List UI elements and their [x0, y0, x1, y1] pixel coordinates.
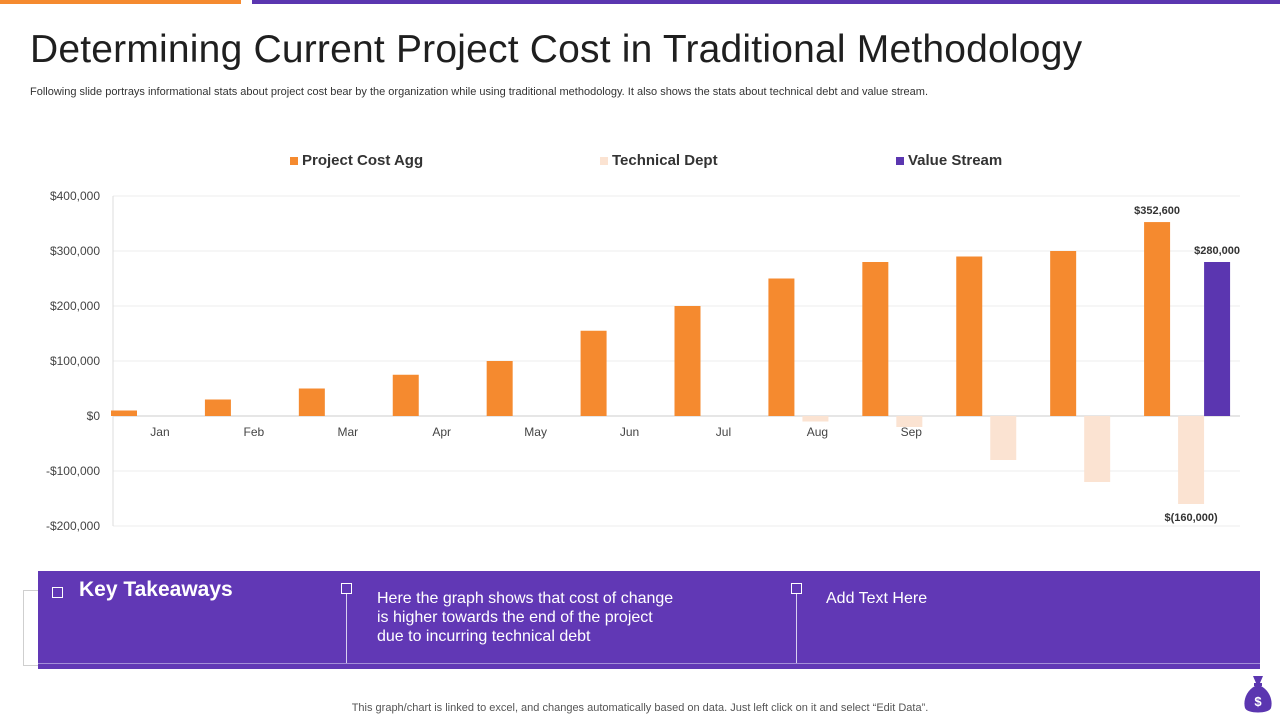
takeaways-outline	[23, 590, 39, 666]
legend-label-technical-dept: Technical Dept	[612, 152, 718, 169]
data-label: $280,000	[1194, 245, 1240, 257]
bar-project-cost-agg	[674, 306, 701, 416]
footer-note: This graph/chart is linked to excel, and…	[351, 702, 929, 714]
bar-technical-dept	[896, 416, 923, 427]
chart-legend: Project Cost Agg Technical Dept Value St…	[0, 152, 1280, 174]
bar-project-cost-agg	[862, 262, 889, 416]
y-tick-label: $300,000	[50, 244, 100, 258]
data-label: $(160,000)	[1164, 512, 1218, 524]
key-takeaways-panel: Key Takeaways Here the graph shows that …	[38, 571, 1260, 669]
legend-swatch-technical-dept	[600, 156, 608, 165]
x-tick-label: May	[524, 425, 547, 439]
x-tick-label: Apr	[432, 425, 451, 439]
page-title: Determining Current Project Cost in Trad…	[30, 28, 1083, 71]
bar-project-cost-agg	[956, 256, 983, 416]
y-tick-label: $100,000	[50, 354, 100, 368]
bar-project-cost-agg	[1050, 251, 1077, 416]
takeaway-point-1: Here the graph shows that cost of change…	[377, 590, 674, 645]
x-tick-label: Feb	[244, 425, 265, 439]
top-accent-bar-orange	[0, 0, 241, 4]
bar-project-cost-agg	[580, 330, 607, 416]
checkbox-square-icon	[52, 587, 63, 598]
bar-project-cost-agg	[298, 388, 325, 416]
data-label: $352,600	[1134, 205, 1180, 217]
bar-project-cost-agg	[204, 399, 231, 416]
top-accent-bar-purple	[252, 0, 1280, 4]
legend-item-value-stream: Value Stream	[896, 152, 1002, 169]
money-bag-icon: $	[1244, 676, 1272, 713]
bar-project-cost-agg	[111, 410, 137, 416]
bar-technical-dept	[990, 416, 1017, 460]
takeaway-vertical-line	[346, 591, 347, 663]
legend-item-technical-dept: Technical Dept	[600, 152, 718, 169]
bar-value-stream	[1204, 262, 1231, 416]
takeaways-divider	[38, 663, 1260, 664]
legend-swatch-value-stream	[896, 156, 904, 165]
checkbox-square-icon	[791, 583, 802, 594]
legend-item-project-cost: Project Cost Agg	[290, 152, 423, 169]
bar-project-cost-agg	[1144, 222, 1171, 416]
bar-project-cost-agg	[768, 278, 795, 416]
svg-text:$: $	[1254, 694, 1262, 709]
legend-swatch-project-cost	[290, 156, 298, 165]
x-tick-label: Jul	[716, 425, 731, 439]
bar-chart: $400,000 $300,000 $200,000 $100,000 $0 -$100,…	[46, 189, 1240, 533]
takeaway-point-2: Add Text Here	[826, 590, 928, 607]
x-tick-label: Mar	[337, 425, 358, 439]
legend-label-value-stream: Value Stream	[908, 152, 1003, 169]
bar-technical-dept	[1084, 416, 1111, 482]
y-tick-label: $0	[87, 409, 101, 423]
bar-technical-dept	[1178, 416, 1205, 504]
takeaways-title: Key Takeaways	[79, 578, 233, 601]
y-tick-label: -$200,000	[46, 519, 100, 533]
legend-label-project-cost: Project Cost Agg	[302, 152, 424, 169]
page-subtitle: Following slide portrays informational s…	[30, 86, 929, 98]
y-tick-label: $400,000	[50, 189, 100, 203]
x-tick-label: Aug	[807, 425, 828, 439]
bar-technical-dept	[802, 416, 829, 422]
x-tick-label: Jan	[150, 425, 169, 439]
bar-project-cost-agg	[392, 374, 419, 416]
bar-project-cost-agg	[486, 361, 513, 416]
y-tick-label: -$100,000	[46, 464, 100, 478]
checkbox-square-icon	[341, 583, 352, 594]
x-tick-label: Sep	[901, 425, 923, 439]
takeaway-vertical-line	[796, 591, 797, 663]
x-tick-label: Jun	[620, 425, 639, 439]
y-tick-label: $200,000	[50, 299, 100, 313]
